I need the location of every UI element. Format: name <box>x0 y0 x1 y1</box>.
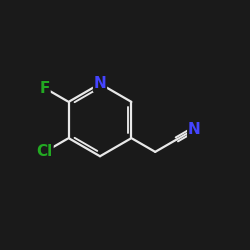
Text: F: F <box>40 80 50 96</box>
Text: Cl: Cl <box>37 144 53 160</box>
Text: N: N <box>188 122 200 137</box>
Text: N: N <box>94 76 106 91</box>
